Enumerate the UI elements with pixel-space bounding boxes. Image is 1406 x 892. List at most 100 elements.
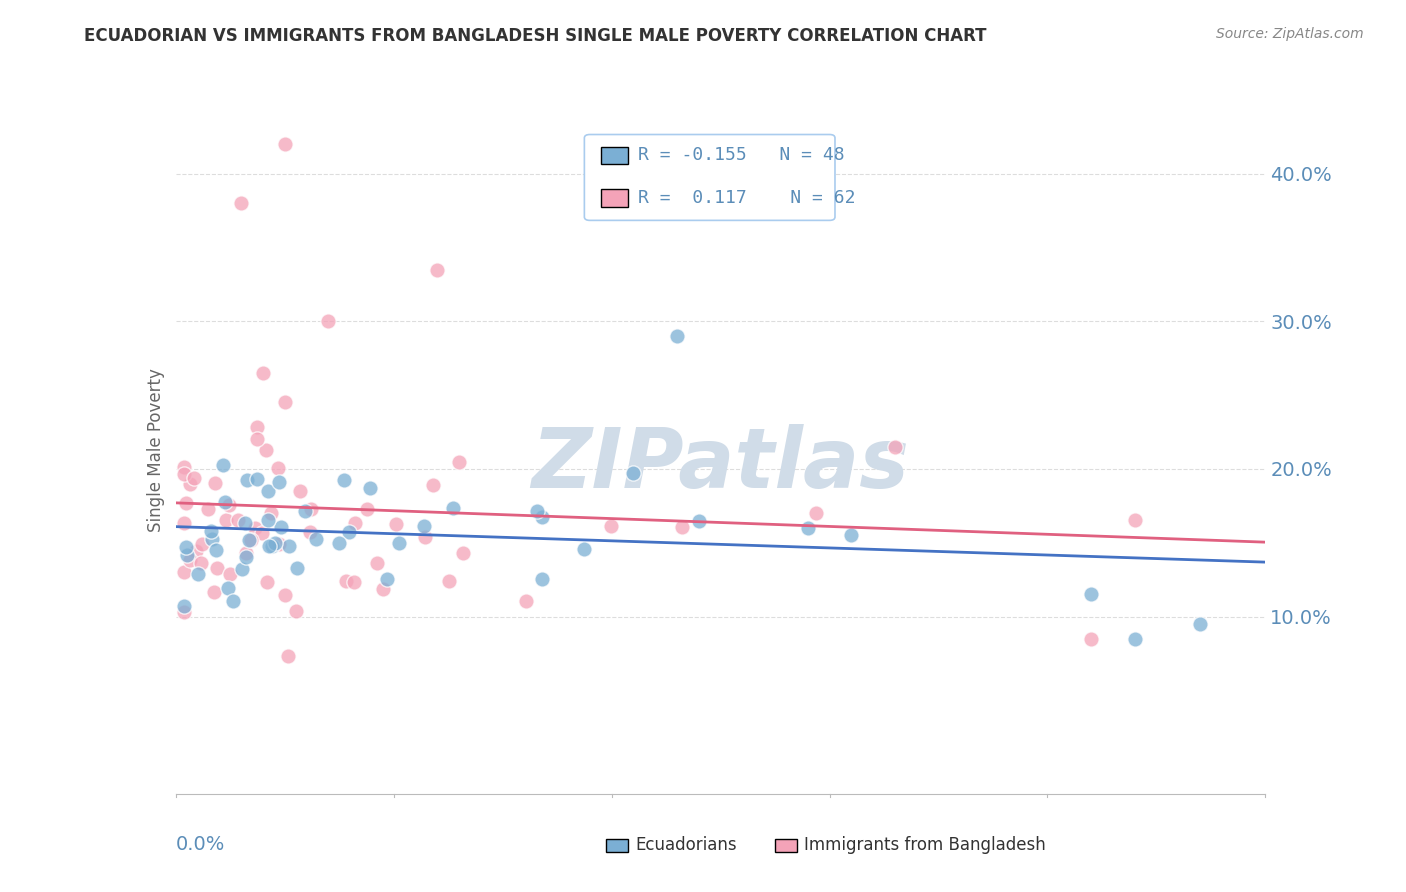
Point [173, 599, 195, 613]
Point [173, 605, 195, 619]
Point [377, 572, 399, 586]
Point [366, 556, 388, 570]
Point [343, 574, 366, 589]
Point [328, 535, 350, 549]
Point [388, 535, 411, 549]
Point [359, 481, 381, 495]
Point [260, 506, 283, 520]
Point [600, 518, 623, 533]
Point [236, 473, 259, 487]
Point [274, 136, 297, 151]
Point [285, 561, 308, 575]
Point [267, 461, 290, 475]
Point [1080, 587, 1102, 601]
Point [187, 567, 209, 582]
Point [212, 458, 235, 472]
Point [204, 475, 226, 490]
Point [191, 537, 214, 551]
Point [305, 532, 328, 546]
Point [256, 484, 278, 499]
Point [294, 504, 316, 518]
Point [373, 582, 395, 596]
Point [356, 501, 378, 516]
Point [666, 329, 689, 343]
Point [441, 501, 464, 516]
Point [246, 472, 269, 486]
FancyBboxPatch shape [775, 838, 797, 852]
Point [226, 513, 249, 527]
Point [254, 442, 277, 457]
Point [184, 544, 207, 558]
Point [197, 502, 219, 516]
Point [884, 440, 907, 454]
Point [270, 519, 292, 533]
Point [238, 533, 260, 548]
Point [231, 196, 253, 211]
Point [1123, 513, 1146, 527]
Text: Source: ZipAtlas.com: Source: ZipAtlas.com [1216, 27, 1364, 41]
Point [235, 546, 257, 560]
Point [200, 524, 222, 539]
Point [243, 521, 266, 535]
Point [190, 557, 212, 571]
Point [333, 473, 356, 487]
Point [337, 524, 360, 539]
Point [233, 516, 256, 530]
Point [214, 495, 236, 509]
Point [256, 513, 278, 527]
Point [526, 504, 548, 518]
Point [218, 498, 240, 512]
FancyBboxPatch shape [600, 147, 628, 164]
Point [671, 520, 693, 534]
Point [413, 519, 436, 533]
Point [215, 513, 238, 527]
Point [174, 496, 197, 510]
Point [256, 574, 278, 589]
Point [222, 594, 245, 608]
Point [259, 540, 281, 554]
Point [422, 478, 444, 492]
Point [176, 548, 198, 562]
Point [173, 516, 195, 530]
Point [531, 509, 554, 524]
Point [205, 561, 228, 575]
Point [179, 476, 201, 491]
Point [183, 471, 205, 485]
Point [385, 517, 408, 532]
Point [204, 542, 226, 557]
Point [174, 540, 197, 554]
Point [252, 366, 274, 380]
Point [515, 594, 537, 608]
Text: Ecuadorians: Ecuadorians [636, 837, 737, 855]
Point [1189, 617, 1212, 632]
Text: ZIPatlas: ZIPatlas [531, 424, 910, 505]
Point [344, 516, 367, 530]
Point [219, 566, 242, 581]
Point [285, 604, 308, 618]
Text: 0.0%: 0.0% [176, 835, 225, 855]
Point [277, 540, 299, 554]
Text: R =  0.117    N = 62: R = 0.117 N = 62 [638, 189, 855, 207]
Point [202, 585, 225, 599]
Point [1123, 632, 1146, 646]
Point [796, 521, 818, 535]
Point [318, 314, 340, 328]
Point [235, 550, 257, 565]
Point [447, 454, 470, 468]
Point [439, 574, 461, 589]
Point [413, 530, 436, 544]
Point [530, 573, 553, 587]
Point [217, 582, 239, 596]
Point [299, 524, 322, 539]
Point [246, 432, 269, 446]
FancyBboxPatch shape [585, 135, 835, 220]
Point [246, 420, 269, 434]
Point [173, 467, 195, 481]
Point [250, 526, 273, 541]
Text: ECUADORIAN VS IMMIGRANTS FROM BANGLADESH SINGLE MALE POVERTY CORRELATION CHART: ECUADORIAN VS IMMIGRANTS FROM BANGLADESH… [84, 27, 987, 45]
Point [1080, 632, 1102, 646]
Text: R = -0.155   N = 48: R = -0.155 N = 48 [638, 146, 845, 164]
Point [260, 539, 283, 553]
Point [274, 395, 297, 409]
Point [572, 541, 595, 556]
